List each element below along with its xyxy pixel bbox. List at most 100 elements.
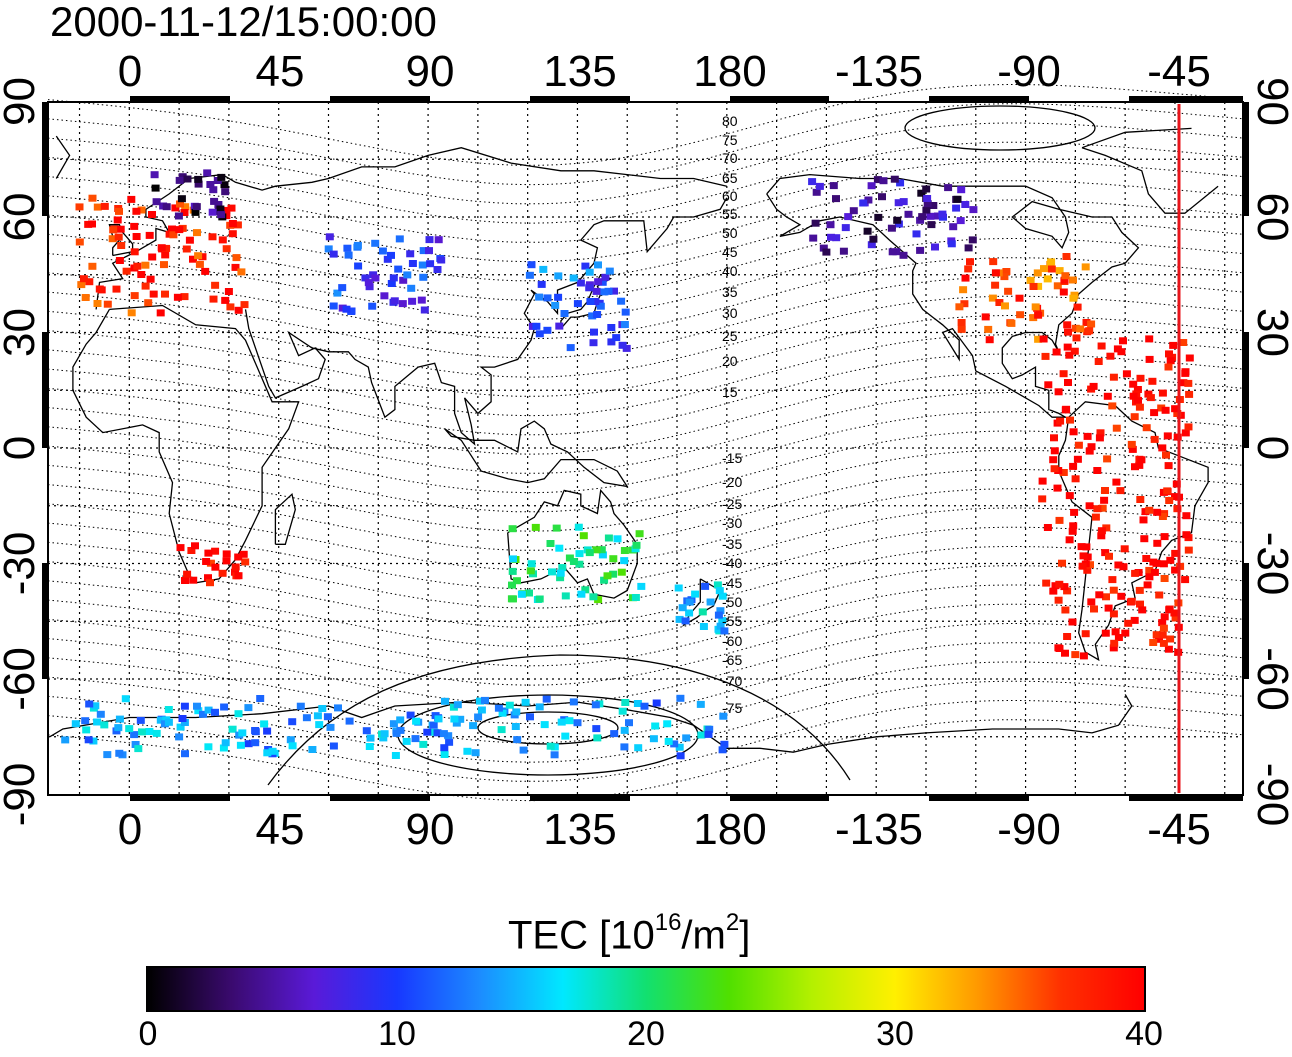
tec-point	[676, 694, 685, 702]
tec-point	[1087, 320, 1096, 328]
tec-point	[844, 213, 853, 221]
tec-point	[1074, 441, 1083, 449]
tec-point	[1102, 524, 1111, 532]
tec-point	[204, 549, 213, 557]
tec-point	[1070, 347, 1079, 355]
tec-point	[581, 586, 590, 594]
tec-point	[238, 729, 247, 737]
mlat-contour	[47, 526, 1243, 609]
tec-point	[888, 248, 897, 256]
mlat-contour	[47, 334, 1243, 417]
tec-point	[81, 717, 90, 725]
tec-point	[407, 284, 416, 292]
tec-point	[525, 271, 534, 279]
tec-point	[353, 241, 362, 249]
tec-point	[1164, 363, 1173, 371]
tec-point	[71, 720, 80, 728]
tec-point	[698, 608, 707, 616]
tec-point	[323, 713, 332, 721]
tec-point	[961, 274, 970, 282]
tec-point	[175, 733, 184, 741]
tec-point	[194, 252, 203, 260]
tec-point	[701, 582, 710, 590]
tec-point	[103, 751, 112, 759]
tec-point	[1182, 531, 1191, 539]
tec-point	[211, 563, 220, 571]
frame-bar-top	[530, 96, 630, 102]
tec-point	[926, 212, 935, 220]
tec-point	[354, 262, 363, 270]
tec-point	[1166, 357, 1175, 365]
tec-point	[864, 196, 873, 204]
pole-contour	[267, 654, 851, 786]
tec-point	[561, 732, 570, 740]
tec-point	[433, 729, 442, 737]
tec-point	[437, 256, 446, 264]
tec-point	[1026, 276, 1035, 284]
tec-point	[718, 746, 727, 754]
tec-point	[720, 627, 729, 635]
mlat-contour	[47, 565, 1243, 648]
tec-point	[947, 240, 956, 248]
tec-point	[519, 746, 528, 754]
tec-point	[260, 720, 269, 728]
tec-point	[1083, 566, 1092, 574]
tec-point	[444, 732, 453, 740]
lat-tick-label-right: 90	[1248, 77, 1292, 126]
tec-point	[1038, 495, 1047, 503]
tec-point	[204, 574, 212, 582]
tec-point	[1136, 600, 1144, 608]
tec-point	[387, 251, 395, 259]
tec-point	[1182, 512, 1191, 520]
tec-point	[1122, 370, 1131, 378]
tec-point	[117, 242, 126, 249]
mlat-contour	[47, 238, 1243, 320]
tec-point	[1077, 543, 1086, 551]
tec-point	[959, 286, 968, 294]
tec-point	[620, 743, 629, 751]
tec-point	[434, 715, 443, 723]
tec-point	[1073, 455, 1082, 463]
tec-point	[1086, 561, 1094, 569]
tec-point	[498, 709, 507, 717]
tec-point	[539, 265, 548, 273]
tec-point	[849, 207, 858, 215]
mlat-contour	[47, 449, 1243, 532]
lon-tick-label-bottom: -45	[1147, 805, 1211, 854]
tec-point	[132, 233, 141, 240]
tec-point	[1081, 630, 1090, 638]
tec-point	[364, 279, 373, 287]
tec-point	[108, 235, 117, 243]
lat-tick-label-left: -60	[0, 647, 44, 711]
tec-point	[1049, 456, 1058, 464]
tec-point	[934, 212, 942, 220]
tec-point	[674, 584, 683, 592]
tec-point	[1063, 321, 1072, 329]
tec-point	[181, 750, 189, 758]
tec-point	[88, 220, 96, 228]
tec-point	[670, 740, 679, 748]
tec-point	[1038, 477, 1047, 485]
tec-point	[1164, 645, 1173, 653]
tec-point	[719, 712, 728, 720]
tec-point	[1181, 369, 1190, 377]
mlat-contour	[47, 700, 1243, 782]
tec-point	[176, 723, 185, 731]
lon-tick-label-top: 45	[256, 47, 305, 96]
tec-point	[1140, 535, 1149, 543]
tec-point	[185, 236, 194, 244]
tec-point	[546, 742, 555, 750]
mlat-contour	[47, 680, 1243, 763]
tec-point	[1155, 591, 1164, 599]
tec-point	[156, 716, 165, 724]
tec-point	[1033, 269, 1042, 277]
frame-bar-right	[1243, 332, 1249, 448]
mlat-label: 15	[722, 384, 738, 400]
frame-bar-top	[929, 96, 1029, 102]
tec-point	[227, 204, 236, 212]
tec-point	[1001, 302, 1009, 310]
tec-point	[1063, 343, 1072, 351]
tec-point	[85, 700, 94, 708]
tec-point	[1160, 613, 1169, 621]
tec-point	[365, 743, 374, 750]
